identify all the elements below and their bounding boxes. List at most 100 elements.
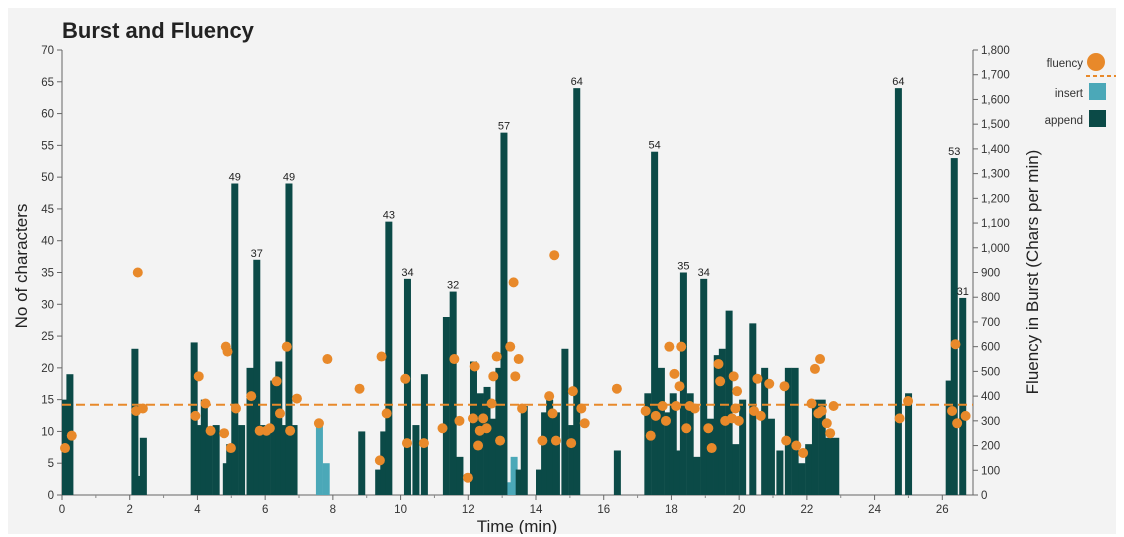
- y-tick-label: 35: [41, 268, 54, 280]
- bar-value-label: 31: [957, 286, 969, 298]
- bar-value-label: 57: [498, 121, 510, 133]
- append-bar: [290, 425, 298, 495]
- fluency-point: [689, 403, 700, 414]
- append-bar: [732, 444, 740, 495]
- bar-value-label: 34: [401, 267, 413, 279]
- append-bar: [238, 425, 246, 495]
- append-bar: [456, 456, 464, 495]
- append-bar: [798, 463, 806, 495]
- fluency-point: [219, 428, 230, 439]
- fluency-point: [576, 403, 587, 414]
- fluency-point: [381, 408, 392, 419]
- append-bar: [791, 367, 799, 495]
- y-tick-label: 25: [41, 331, 54, 343]
- fluency-point: [454, 415, 465, 426]
- fluency-point: [354, 383, 365, 394]
- y-axis-right: 0 100 200 300 400 500 600 700 800 900 1,000 1,100 1,…: [972, 45, 1010, 502]
- x-tick-label: 4: [194, 504, 201, 516]
- append-bar: [905, 393, 913, 495]
- y-tick-label: 15: [41, 395, 54, 407]
- y2-tick-label: 600: [981, 342, 1000, 354]
- fluency-point: [225, 443, 236, 454]
- append-bar: [950, 158, 958, 496]
- append-bar: [739, 399, 747, 495]
- x-tick-label: 26: [936, 504, 949, 516]
- legend-marker-append: [1089, 110, 1106, 127]
- fluency-point: [611, 383, 622, 394]
- y2-tick-label: 1,500: [981, 119, 1010, 131]
- append-bar: [515, 469, 523, 495]
- fluency-point: [550, 435, 561, 446]
- fluency-point: [952, 418, 963, 429]
- fluency-point: [681, 423, 692, 434]
- y-tick-label: 55: [41, 140, 54, 152]
- append-bar: [686, 393, 694, 495]
- y-tick-label: 50: [41, 172, 54, 184]
- y-tick-label: 70: [41, 45, 54, 57]
- fluency-point: [821, 418, 832, 429]
- fluency-point: [481, 423, 492, 434]
- y-tick-label: 20: [41, 363, 54, 375]
- append-bar: [811, 399, 819, 495]
- legend-label-fluency: fluency: [1047, 58, 1084, 70]
- append-bar: [385, 221, 393, 495]
- bar-value-labels: 49 37 49 43 34 32 57 64 54 35 34 64 53 31: [229, 76, 969, 298]
- y2-tick-label: 800: [981, 292, 1000, 304]
- append-bar: [133, 475, 141, 495]
- fluency-point: [547, 408, 558, 419]
- insert-bar: [322, 463, 330, 495]
- append-bar: [420, 374, 428, 495]
- y-tick-label: 60: [41, 109, 54, 121]
- fluency-point: [815, 354, 826, 365]
- fluency-point: [281, 341, 292, 352]
- fluency-point: [205, 425, 216, 436]
- fluency-point: [137, 403, 148, 414]
- append-bar: [761, 367, 769, 495]
- fluency-point: [664, 341, 675, 352]
- fluency-point: [752, 373, 763, 384]
- x-axis: 0 2 4 6 8 10 12 14 16 18 20 22 24 26: [59, 494, 973, 516]
- fluency-point: [764, 378, 775, 389]
- append-bar: [664, 412, 672, 495]
- fluency-point: [676, 341, 687, 352]
- fluency-point: [222, 346, 233, 357]
- append-bar: [195, 425, 203, 495]
- fluency-point: [274, 408, 285, 419]
- append-bar: [520, 406, 528, 495]
- append-bar: [552, 412, 560, 495]
- y2-tick-label: 1,300: [981, 169, 1010, 181]
- bar-value-label: 49: [283, 172, 295, 184]
- fluency-point: [566, 438, 577, 449]
- y2-tick-label: 1,400: [981, 144, 1010, 156]
- fluency-point: [806, 398, 817, 409]
- legend-label-insert: insert: [1055, 88, 1084, 100]
- bar-value-label: 49: [229, 172, 241, 184]
- append-bar: [275, 361, 283, 495]
- burst-fluency-chart: Burst and Fluency 0510152025303540455055…: [12, 18, 1116, 534]
- fluency-point: [657, 401, 668, 411]
- y-axis-left: 0 5 10 15 20 25 30 35 40 45 50 55 60 65 70: [41, 45, 63, 502]
- y2-axis-title: Fluency in Burst (Chars per min): [1023, 150, 1042, 395]
- fluency-point: [537, 435, 548, 446]
- y2-tick-label: 300: [981, 416, 1000, 428]
- append-bar: [693, 456, 701, 495]
- bar-value-label: 32: [447, 280, 459, 292]
- fluency-point: [508, 277, 519, 288]
- fluency-point: [374, 455, 385, 466]
- insert-bar: [510, 456, 518, 495]
- x-tick-label: 2: [127, 504, 133, 516]
- fluency-point: [674, 381, 685, 392]
- fluency-point: [703, 423, 714, 434]
- append-bar: [613, 450, 621, 495]
- fluency-point: [510, 371, 521, 382]
- append-bar: [449, 291, 457, 495]
- fluency-point: [505, 341, 516, 352]
- y-tick-label: 5: [48, 458, 54, 470]
- append-bar: [200, 399, 208, 495]
- x-tick-label: 24: [868, 504, 881, 516]
- y-tick-label: 40: [41, 236, 54, 248]
- fluency-point: [322, 354, 333, 365]
- append-bar: [246, 367, 254, 495]
- fluency-point: [730, 403, 741, 414]
- fluency-point: [517, 403, 528, 414]
